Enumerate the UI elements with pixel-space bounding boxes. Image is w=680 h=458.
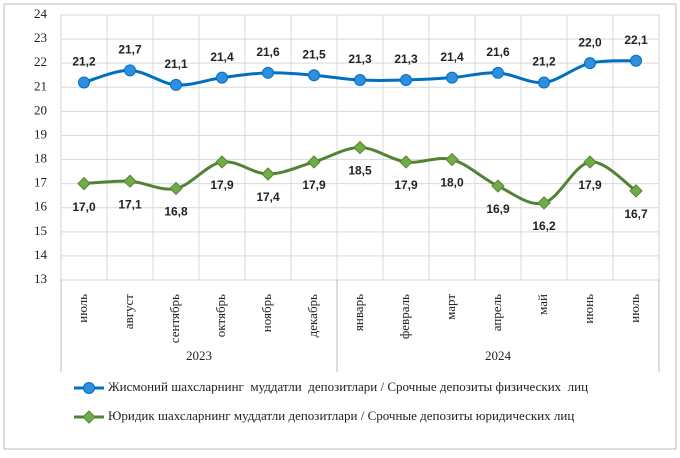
point	[262, 66, 274, 79]
point	[169, 181, 183, 196]
y-tick-label: 21	[34, 78, 47, 93]
point	[353, 140, 367, 155]
group-label: 2024	[485, 348, 512, 363]
value-label: 17,9	[578, 178, 602, 192]
point	[445, 152, 459, 167]
value-label: 17,1	[118, 197, 142, 211]
point	[400, 74, 412, 87]
point	[399, 155, 413, 169]
y-tick-label: 14	[34, 247, 48, 262]
value-label: 21,6	[256, 45, 280, 59]
point	[261, 167, 275, 181]
x-tick-label: июнь	[581, 294, 596, 324]
legend-label: Юридик шахсларнинг муддатли депозитлари …	[108, 408, 574, 423]
y-tick-label: 17	[34, 175, 48, 190]
value-label: 22,1	[624, 33, 648, 47]
value-label: 21,6	[486, 45, 510, 59]
value-label: 21,7	[118, 43, 142, 57]
value-label: 21,4	[210, 50, 234, 64]
legend-label: Жисмоний шахсларнинг муддатли депозитлар…	[108, 379, 588, 394]
x-tick-label: июль	[75, 294, 90, 323]
x-tick-label: май	[535, 294, 550, 315]
value-label: 21,5	[302, 47, 326, 61]
value-label: 16,2	[532, 219, 556, 233]
point	[124, 64, 136, 77]
point	[307, 155, 321, 169]
x-tick-label: октябрь	[213, 294, 228, 337]
y-tick-label: 15	[34, 223, 47, 238]
point	[308, 69, 320, 82]
value-label: 21,4	[440, 50, 464, 64]
value-label: 21,2	[72, 55, 96, 69]
point	[354, 74, 366, 87]
x-tick-label: январь	[351, 294, 366, 331]
value-label: 18,0	[440, 176, 464, 190]
value-label: 21,3	[348, 52, 372, 66]
point	[123, 174, 137, 188]
x-tick-label: июль	[627, 294, 642, 323]
value-label: 17,9	[210, 178, 234, 192]
y-tick-label: 18	[34, 151, 47, 166]
point	[78, 76, 90, 89]
value-label: 17,0	[72, 200, 96, 214]
y-tick-label: 19	[34, 126, 47, 141]
value-label: 17,4	[256, 190, 280, 204]
value-label: 22,0	[578, 35, 602, 49]
value-label: 18,5	[348, 164, 372, 178]
point	[584, 57, 596, 70]
point	[446, 71, 458, 84]
value-label: 21,2	[532, 55, 556, 69]
value-label: 21,3	[394, 52, 418, 66]
y-tick-label: 16	[34, 199, 48, 214]
y-tick-label: 13	[34, 271, 47, 286]
legend-marker	[83, 382, 95, 394]
point	[491, 179, 505, 193]
y-tick-label: 24	[34, 6, 48, 21]
x-tick-label: апрель	[489, 294, 504, 331]
point	[630, 54, 642, 67]
point	[492, 66, 504, 79]
y-tick-label: 23	[34, 30, 47, 45]
value-label: 17,9	[394, 178, 418, 192]
point	[216, 71, 228, 84]
value-label: 16,9	[486, 202, 510, 216]
x-tick-label: декабрь	[305, 294, 320, 337]
legend-marker	[82, 410, 96, 424]
point	[77, 176, 91, 191]
x-tick-label: ноябрь	[259, 294, 274, 332]
value-label: 21,1	[164, 57, 188, 71]
point	[583, 155, 597, 169]
y-tick-label: 20	[34, 102, 47, 117]
value-label: 16,7	[624, 207, 648, 221]
y-tick-label: 22	[34, 54, 47, 69]
point	[170, 78, 182, 91]
value-label: 16,8	[164, 205, 188, 219]
x-tick-label: март	[443, 294, 458, 320]
point	[537, 196, 551, 210]
point	[629, 184, 643, 198]
x-tick-label: август	[121, 294, 136, 330]
point	[215, 155, 229, 169]
value-label: 17,9	[302, 178, 326, 192]
group-label: 2023	[186, 348, 212, 363]
x-tick-label: сентябрь	[167, 294, 182, 343]
x-tick-label: февраль	[397, 294, 412, 339]
point	[538, 76, 550, 89]
